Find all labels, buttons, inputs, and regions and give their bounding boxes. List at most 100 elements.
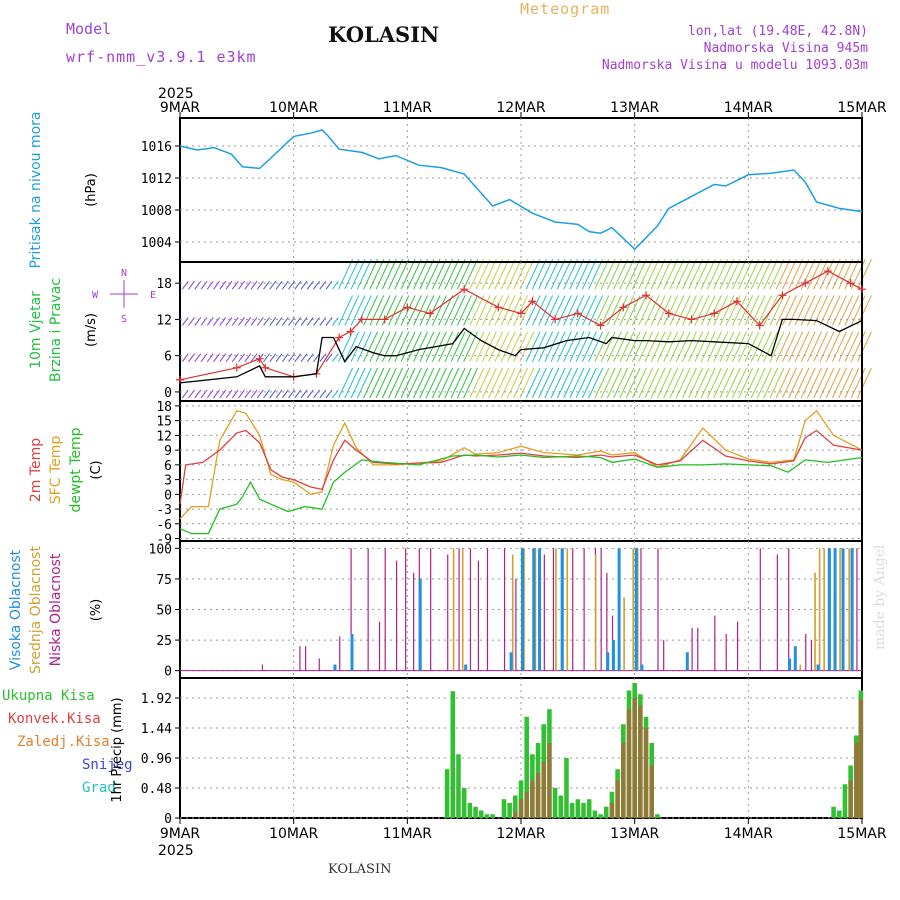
temperature-y-tick-label: 15 [156, 415, 172, 430]
wind-barb [619, 295, 635, 326]
wind-barb [338, 331, 354, 362]
wind-barb [281, 353, 289, 363]
wind-barb [563, 258, 579, 290]
wind-barb [738, 331, 754, 362]
wind-barb [563, 331, 579, 362]
wind-barb [857, 295, 872, 326]
cloud-bar-niska-oblacnost [458, 548, 460, 671]
wind-barb [656, 331, 672, 362]
wind-barb [700, 367, 716, 399]
temperature-frame [179, 400, 863, 542]
wind-y-tick-label: 0 [164, 386, 172, 401]
wind-barb [438, 258, 454, 290]
wind-barb [194, 280, 202, 290]
cloud-bar-visoka-oblacnost [418, 578, 422, 671]
cloud-title-low: Niska Oblacnost [48, 553, 64, 666]
cloud-bar-visoka-oblacnost [560, 548, 564, 671]
wind-barb [363, 367, 379, 399]
cloud-bar-niska-oblacnost [395, 560, 398, 671]
wind-barb [538, 295, 554, 326]
temperature-y-tick-label: 12 [156, 429, 172, 444]
wind-barb [206, 353, 214, 363]
wind-barb [306, 353, 314, 363]
wind-barb [831, 367, 847, 399]
precip-bar-convective [609, 803, 615, 818]
wind-barb [681, 295, 697, 326]
precip-bar-total [467, 803, 473, 818]
cloud-bar-srednja-oblacnost [566, 548, 569, 671]
wind-barb [319, 317, 327, 326]
clouds-y-tick-label: 100 [149, 542, 172, 557]
wind-barb [719, 295, 735, 326]
wind-barb [381, 367, 397, 399]
wind-barb [738, 258, 754, 290]
cloud-bar-niska-oblacnost [543, 554, 545, 671]
wind-barb [419, 295, 435, 326]
wind-barb [331, 389, 339, 399]
cloud-bar-niska-oblacnost [339, 636, 341, 671]
wind-barb [463, 367, 479, 399]
wind-barb [481, 331, 497, 362]
wind-barb [744, 367, 760, 399]
cloud-bar-visoka-oblacnost [350, 633, 354, 671]
cloud-bar-srednja-oblacnost [636, 548, 639, 671]
cloud-bar-srednja-oblacnost [632, 548, 634, 671]
wind-barb [575, 331, 591, 362]
cloud-unit: (%) [89, 599, 104, 622]
wind-barb [406, 331, 422, 362]
meteogram-label: Meteogram [520, 0, 611, 18]
wind-barb [800, 331, 816, 362]
wind-barb [694, 331, 710, 362]
wind-barb [481, 258, 497, 290]
wind-barb [188, 317, 195, 326]
cloud-bar-srednja-oblacnost [452, 548, 455, 671]
wind-barb [425, 258, 441, 290]
wind-barb [606, 331, 622, 362]
wind-barb [688, 258, 704, 290]
wind-barb [444, 331, 460, 362]
precip-bar-total [473, 806, 478, 818]
wind-barb [456, 367, 472, 399]
wind-barb [481, 367, 497, 399]
bottom-x-tick-label: 12MAR [496, 826, 545, 842]
bottom-x-tick-label: 10MAR [269, 826, 318, 842]
wind-barb [675, 367, 691, 399]
wind-barb [788, 295, 804, 326]
wind-barb [544, 258, 560, 290]
wind-barb [369, 367, 385, 399]
wind-gust-marker [357, 315, 366, 324]
wind-barb [519, 331, 535, 362]
wind-barb [388, 258, 404, 290]
wind-barb [181, 280, 189, 290]
wind-barb [500, 331, 516, 362]
cloud-bar-srednja-oblacnost [555, 548, 557, 671]
wind-y-tick-label: 18 [156, 277, 172, 292]
cloud-bar-niska-oblacnost [788, 548, 790, 671]
wind-barb [481, 295, 497, 326]
wind-barb [750, 295, 766, 326]
wind-barb [256, 389, 264, 399]
wind-barb [438, 295, 454, 326]
wind-barb [463, 258, 479, 290]
wind-barb [531, 258, 547, 290]
wind-barb [306, 317, 314, 326]
precip-legend-1: Konvek.Kisa [8, 711, 101, 727]
wind-y-tick-label: 6 [164, 350, 172, 365]
wind-barb [200, 280, 208, 290]
wind-barb [556, 258, 572, 290]
cloud-bar-visoka-oblacnost [685, 652, 689, 671]
wind-barb [431, 367, 447, 399]
precip-bar-total [569, 803, 575, 818]
cloud-bar-srednja-oblacnost [461, 548, 464, 671]
wind-barb [763, 258, 779, 290]
wind-barb [213, 280, 220, 290]
wind-barb [700, 295, 716, 326]
wind-barb [313, 389, 320, 399]
wind-barb [756, 331, 772, 362]
wind-barb [381, 258, 397, 290]
wind-barb [375, 295, 391, 326]
precip-bar-total [831, 806, 836, 818]
precip-bar-total [478, 810, 484, 818]
wind-barb [425, 367, 441, 399]
